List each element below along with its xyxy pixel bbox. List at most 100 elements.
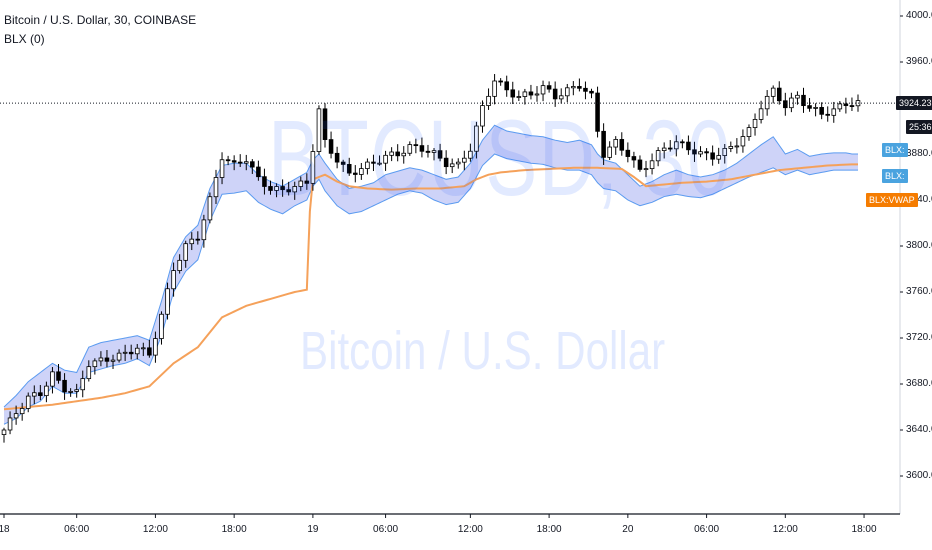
candle: [546, 81, 552, 93]
candle: [661, 142, 667, 159]
candle-up: [171, 270, 176, 290]
time-tick-label: 06:00: [373, 524, 399, 535]
candle-down: [546, 85, 552, 90]
candle: [401, 146, 407, 164]
candle: [849, 97, 855, 112]
candle-up: [92, 360, 98, 368]
candle-down: [595, 92, 600, 132]
candle: [1, 427, 7, 443]
candle-down: [104, 357, 110, 362]
candle-up: [7, 417, 13, 431]
candle-up: [1, 429, 7, 435]
candle: [280, 179, 285, 197]
candle: [141, 342, 146, 357]
candle: [159, 311, 164, 345]
blx-upper-tag: BLX:: [882, 143, 908, 157]
candle-up: [770, 87, 776, 97]
watermark-name: Bitcoin / U.S. Dollar: [300, 321, 666, 381]
candle: [225, 155, 231, 166]
candle-up: [189, 238, 195, 245]
candle-up: [449, 163, 455, 168]
candle-down: [371, 161, 376, 164]
candle: [231, 155, 237, 171]
candle-down: [528, 91, 534, 96]
candle: [643, 160, 649, 178]
candle: [583, 81, 588, 100]
candle-up: [80, 378, 86, 391]
candle: [704, 148, 709, 161]
candle-up: [764, 95, 770, 110]
candle: [819, 102, 824, 120]
candle-up: [44, 385, 49, 397]
candles-layer: [1, 74, 861, 443]
candle: [564, 83, 570, 103]
time-tick-label: 06:00: [694, 524, 720, 535]
candle: [334, 146, 340, 169]
candle: [589, 88, 594, 99]
candle-up: [32, 392, 37, 397]
candle-down: [819, 107, 824, 115]
candle: [813, 103, 818, 117]
candle-down: [577, 86, 582, 89]
candle-up: [831, 108, 837, 116]
candle-down: [280, 186, 285, 191]
candle-up: [643, 168, 649, 171]
candle: [207, 192, 213, 224]
candle-down: [498, 80, 503, 83]
candle-up: [274, 186, 279, 191]
candle-up: [86, 366, 92, 380]
candle: [455, 158, 461, 169]
price-tick-label: 3800.00: [906, 240, 932, 251]
candle: [219, 152, 225, 185]
candle: [492, 74, 497, 105]
candle: [722, 143, 728, 164]
candle-up: [377, 162, 382, 165]
candle: [571, 81, 576, 96]
time-tick-label: 12:00: [772, 524, 798, 535]
candle: [189, 232, 195, 251]
chart-title[interactable]: Bitcoin / U.S. Dollar, 30, COINBASE: [4, 13, 197, 27]
candle: [686, 135, 691, 155]
candle-up: [734, 145, 740, 148]
candle-down: [231, 160, 237, 163]
candle: [716, 147, 721, 164]
candle-up: [540, 85, 546, 95]
candle: [128, 344, 134, 360]
candle: [437, 143, 443, 162]
candle-down: [225, 159, 231, 162]
candle: [649, 153, 655, 175]
blx-lower-line: [3, 153, 858, 425]
candle-up: [486, 95, 491, 106]
candle: [534, 86, 540, 102]
candle-up: [571, 86, 576, 89]
candle: [322, 103, 328, 148]
candle: [316, 105, 322, 155]
candle-up: [534, 93, 540, 96]
candle-up: [298, 180, 304, 187]
candle: [692, 141, 697, 162]
candle: [19, 402, 25, 421]
time-tick-label: 18:00: [221, 524, 247, 535]
candle: [243, 154, 249, 171]
candle-up: [50, 371, 55, 387]
candle-down: [128, 351, 134, 355]
candle-down: [776, 87, 782, 102]
indicator-legend[interactable]: BLX (0): [4, 32, 45, 46]
candle-down: [328, 139, 334, 154]
candle: [171, 262, 176, 297]
candle-up: [122, 351, 128, 354]
candle: [625, 142, 631, 163]
candle: [449, 158, 455, 174]
candle-down: [807, 105, 812, 109]
candle: [286, 181, 291, 196]
candle: [728, 141, 734, 153]
candle: [359, 162, 364, 180]
candle-up: [740, 136, 746, 147]
candle-up: [98, 357, 104, 362]
candle: [504, 75, 509, 97]
candle: [619, 132, 625, 156]
candle: [710, 145, 715, 166]
candle: [371, 154, 376, 172]
blx-upper-line: [3, 124, 858, 408]
